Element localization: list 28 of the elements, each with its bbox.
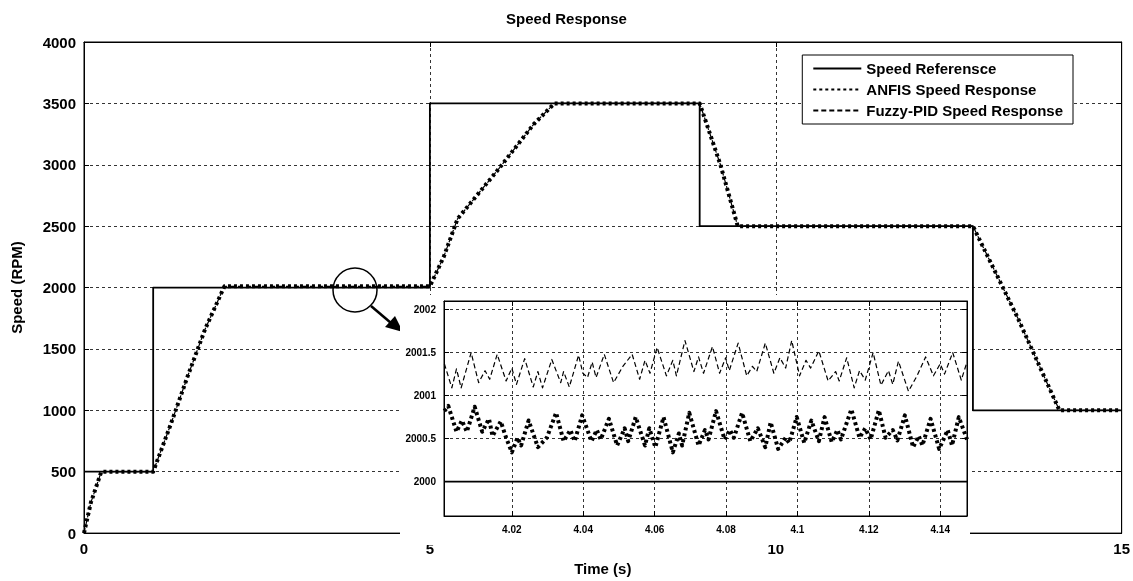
x-tick-label: 4.1: [790, 523, 805, 535]
x-tick-label: 4.06: [644, 523, 665, 535]
x-tick-label: 0: [79, 540, 89, 558]
legend-label: Speed Referensce: [866, 60, 997, 77]
x-tick-label: 4.02: [502, 523, 522, 535]
y-tick-label: 1000: [42, 401, 76, 419]
y-tick-label: 2000: [42, 279, 76, 297]
x-tick-label: 4.04: [573, 523, 594, 535]
x-tick-label: 4.08: [716, 523, 737, 535]
legend-label: ANFIS Speed Response: [866, 81, 1037, 98]
y-tick-label: 3500: [42, 94, 76, 112]
x-tick-label: 4.12: [859, 523, 879, 535]
x-axis-title: Time (s): [574, 560, 632, 577]
y-tick-label: 2000.5: [405, 433, 437, 445]
y-axis-title: Speed (RPM): [8, 241, 25, 334]
y-tick-label: 2000: [413, 476, 437, 488]
y-tick-label: 2001.5: [405, 347, 437, 359]
x-tick-label: 4.14: [930, 523, 951, 535]
legend-label: Fuzzy-PID Speed Response: [866, 102, 1064, 119]
chart-title: Speed Response: [506, 10, 627, 27]
y-tick-label: 2002: [413, 304, 437, 316]
y-tick-label: 1500: [42, 340, 76, 358]
y-tick-label: 2500: [42, 217, 76, 235]
y-tick-label: 2001: [413, 390, 437, 402]
y-tick-label: 500: [50, 463, 76, 481]
y-tick-label: 3000: [42, 156, 76, 174]
x-tick-label: 15: [1113, 540, 1130, 558]
y-tick-label: 4000: [42, 33, 76, 51]
